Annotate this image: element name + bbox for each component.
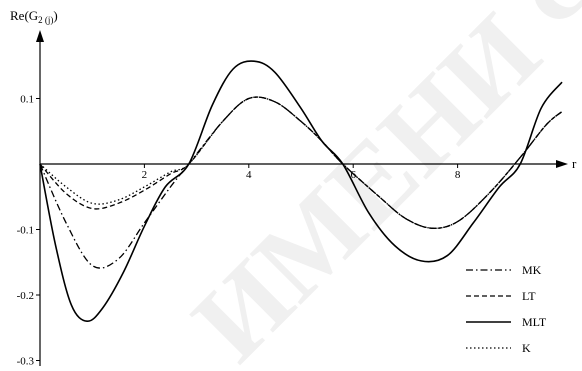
y-tick-label: 0.1 (20, 94, 34, 106)
y-tick-label: -0.1 (17, 225, 34, 237)
x-axis-label: r (572, 156, 577, 171)
legend: MK LT MLT K (466, 263, 547, 355)
x-axis-arrow (556, 160, 568, 168)
legend-label-k: K (522, 341, 531, 355)
watermark: ИМЕНИ Ф (169, 0, 582, 371)
y-axis-label: Re(G2 (j)) (10, 8, 58, 25)
series-line-k (39, 96, 563, 229)
ticks: 2 4 6 8 0.1 -0.1 -0.2 -0.3 (17, 94, 461, 368)
axes (36, 30, 568, 366)
x-tick-label: 8 (455, 169, 461, 181)
x-tick-label: 4 (246, 169, 252, 181)
legend-label-lt: LT (522, 289, 536, 303)
y-tick-label: -0.2 (17, 290, 34, 302)
y-axis-arrow (36, 30, 44, 42)
series-group (39, 60, 563, 323)
legend-label-mlt: MLT (522, 315, 547, 329)
x-tick-label: 2 (142, 169, 148, 181)
y-tick-label: -0.3 (17, 356, 35, 368)
series-line-mlt (39, 60, 563, 323)
x-tick-label: 6 (350, 169, 356, 181)
legend-label-mk: MK (522, 263, 542, 277)
